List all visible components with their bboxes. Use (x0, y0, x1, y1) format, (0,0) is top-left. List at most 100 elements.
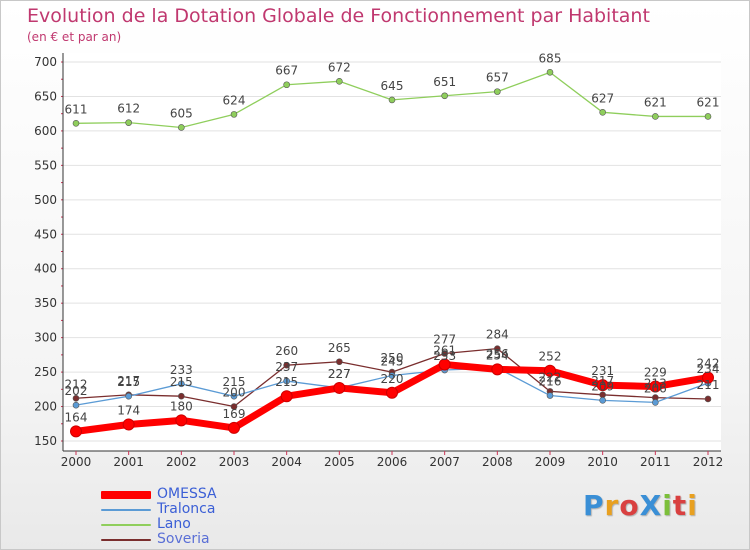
data-label-lano: 611 (65, 102, 88, 116)
data-label-lano: 621 (644, 95, 667, 109)
data-label-soveria: 250 (381, 351, 404, 365)
data-point-lano (388, 96, 396, 104)
logo-letter: i (687, 489, 698, 522)
data-point-omessa (438, 358, 451, 371)
y-tick-label: 150 (34, 434, 57, 448)
x-tick-label: 2010 (587, 455, 618, 469)
data-point-lano (704, 113, 712, 120)
data-label-tralonca: 215 (223, 375, 246, 389)
data-label-soveria: 200 (223, 386, 246, 400)
data-label-tralonca: 256 (486, 347, 509, 361)
y-tick-label: 600 (34, 124, 57, 138)
data-label-soveria: 277 (433, 332, 456, 346)
legend-label: Lano (157, 516, 191, 532)
data-label-tralonca: 202 (65, 384, 88, 398)
data-label-lano: 667 (275, 64, 298, 78)
data-point-omessa (175, 414, 188, 427)
data-label-soveria: 260 (275, 344, 298, 358)
data-label-tralonca: 237 (275, 360, 298, 374)
data-point-tralonca (283, 377, 290, 385)
data-label-omessa: 227 (328, 367, 351, 381)
logo-letter: X (639, 489, 663, 522)
data-point-tralonca (178, 380, 185, 388)
x-tick-label: 2012 (693, 455, 724, 469)
y-tick-label: 650 (34, 89, 57, 103)
x-tick-label: 2009 (535, 455, 566, 469)
x-tick-label: 2007 (429, 455, 460, 469)
data-point-lano (599, 109, 606, 116)
x-tick-label: 2006 (377, 455, 408, 469)
data-label-soveria: 217 (117, 374, 140, 388)
data-label-omessa: 254 (486, 348, 509, 362)
data-point-lano (125, 119, 132, 126)
data-point-lano (336, 77, 343, 85)
data-label-soveria: 217 (591, 374, 614, 388)
legend-label: OMESSA (157, 486, 217, 502)
data-label-tralonca: 206 (644, 381, 667, 395)
x-tick-label: 2004 (271, 455, 302, 469)
data-label-omessa: 261 (433, 344, 456, 358)
data-point-omessa (649, 380, 662, 393)
data-label-lano: 627 (591, 91, 614, 105)
y-tick-label: 200 (34, 400, 57, 414)
x-tick-label: 2005 (324, 455, 355, 469)
data-point-tralonca (652, 399, 659, 406)
data-label-tralonca: 227 (328, 367, 351, 381)
data-point-soveria (178, 392, 185, 400)
chart-title: Evolution de la Dotation Globale de Fonc… (27, 5, 650, 27)
x-tick-label: 2002 (166, 455, 197, 469)
data-label-soveria: 222 (539, 370, 562, 384)
data-label-omessa: 220 (381, 372, 404, 386)
legend-swatch (101, 490, 151, 499)
logo-letter: P (583, 489, 605, 522)
data-point-lano (283, 81, 290, 89)
data-point-soveria (336, 358, 343, 366)
x-tick-label: 2001 (113, 455, 144, 469)
data-point-lano (652, 113, 659, 120)
data-label-lano: 672 (328, 60, 351, 74)
data-label-lano: 624 (223, 93, 246, 107)
legend-label: Soveria (157, 531, 210, 547)
data-point-lano (494, 88, 501, 95)
data-label-tralonca: 209 (591, 379, 614, 393)
data-label-omessa: 231 (591, 364, 614, 378)
y-tick-label: 550 (34, 158, 57, 172)
data-point-lano (546, 69, 554, 76)
y-tick-label: 400 (34, 262, 57, 276)
data-label-soveria: 265 (328, 341, 351, 355)
data-label-soveria: 212 (65, 377, 88, 391)
data-label-soveria: 284 (486, 328, 509, 342)
data-label-omessa: 252 (539, 350, 562, 364)
data-label-lano: 657 (486, 71, 509, 85)
x-tick-label: 2000 (61, 455, 92, 469)
data-label-lano: 612 (117, 102, 140, 116)
data-point-omessa (228, 421, 240, 434)
data-label-tralonca: 233 (170, 363, 193, 377)
proxiti-logo: ProXiti (583, 489, 698, 522)
chart-subtitle: (en € et par an) (27, 30, 122, 44)
x-tick-label: 2003 (219, 455, 250, 469)
data-point-tralonca (230, 392, 238, 400)
data-point-soveria (72, 394, 80, 402)
data-point-tralonca (125, 392, 132, 400)
data-label-lano: 651 (433, 75, 456, 89)
data-point-omessa (702, 371, 714, 384)
data-point-lano (441, 92, 448, 100)
data-point-omessa (386, 386, 398, 399)
data-label-tralonca: 215 (117, 375, 140, 389)
logo-letter: t (672, 489, 688, 522)
legend-item-soveria: Soveria (101, 532, 217, 547)
legend-item-lano: Lano (101, 517, 217, 532)
data-label-tralonca: 245 (381, 355, 404, 369)
y-tick-label: 300 (34, 331, 57, 345)
y-tick-label: 350 (34, 296, 57, 310)
data-label-tralonca: 216 (539, 375, 562, 389)
data-point-omessa (491, 363, 504, 376)
logo-letter: i (662, 489, 673, 522)
data-point-lano (178, 124, 185, 131)
data-point-soveria (494, 345, 501, 352)
data-label-omessa: 242 (697, 357, 720, 371)
data-label-soveria: 211 (697, 378, 720, 392)
